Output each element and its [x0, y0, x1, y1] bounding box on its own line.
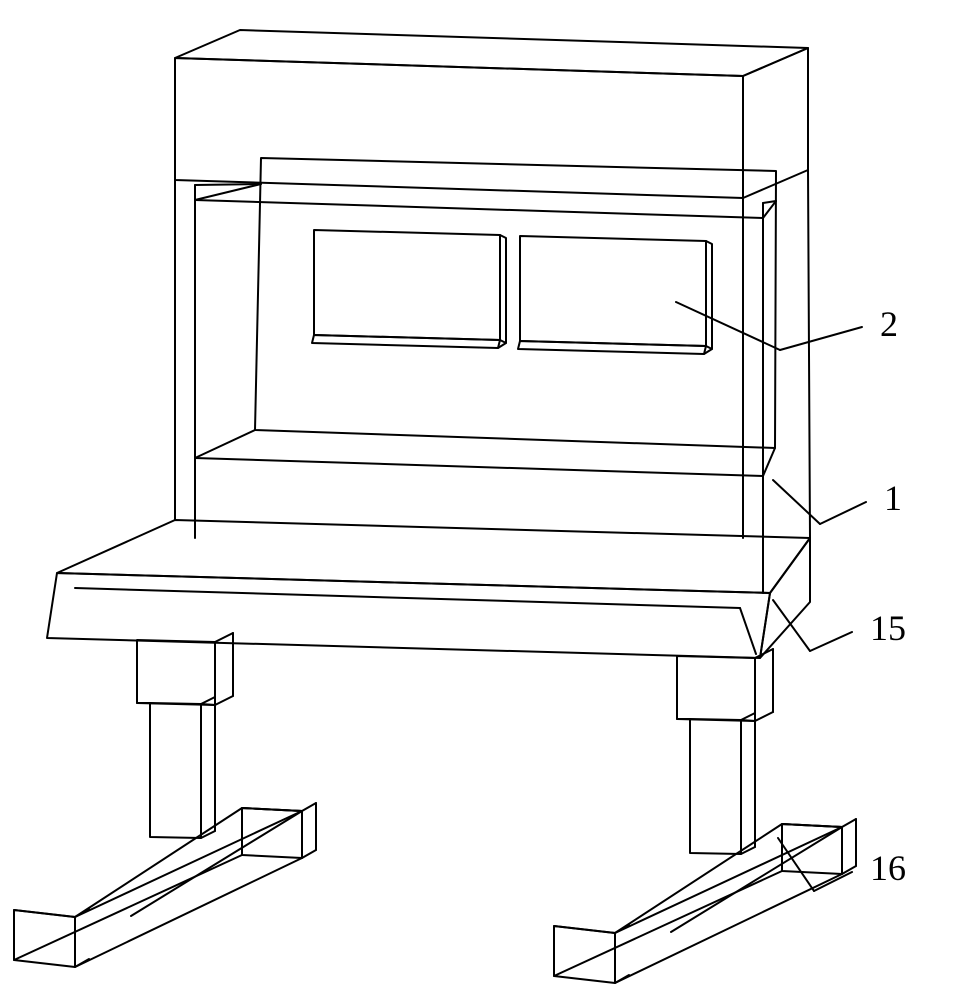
- callout-label-2: 2: [880, 304, 898, 344]
- callout-label-1: 1: [884, 478, 902, 518]
- technical-drawing: 2 1 15 16: [0, 0, 954, 1000]
- callout-label-16: 16: [870, 848, 906, 888]
- callout-label-15: 15: [870, 608, 906, 648]
